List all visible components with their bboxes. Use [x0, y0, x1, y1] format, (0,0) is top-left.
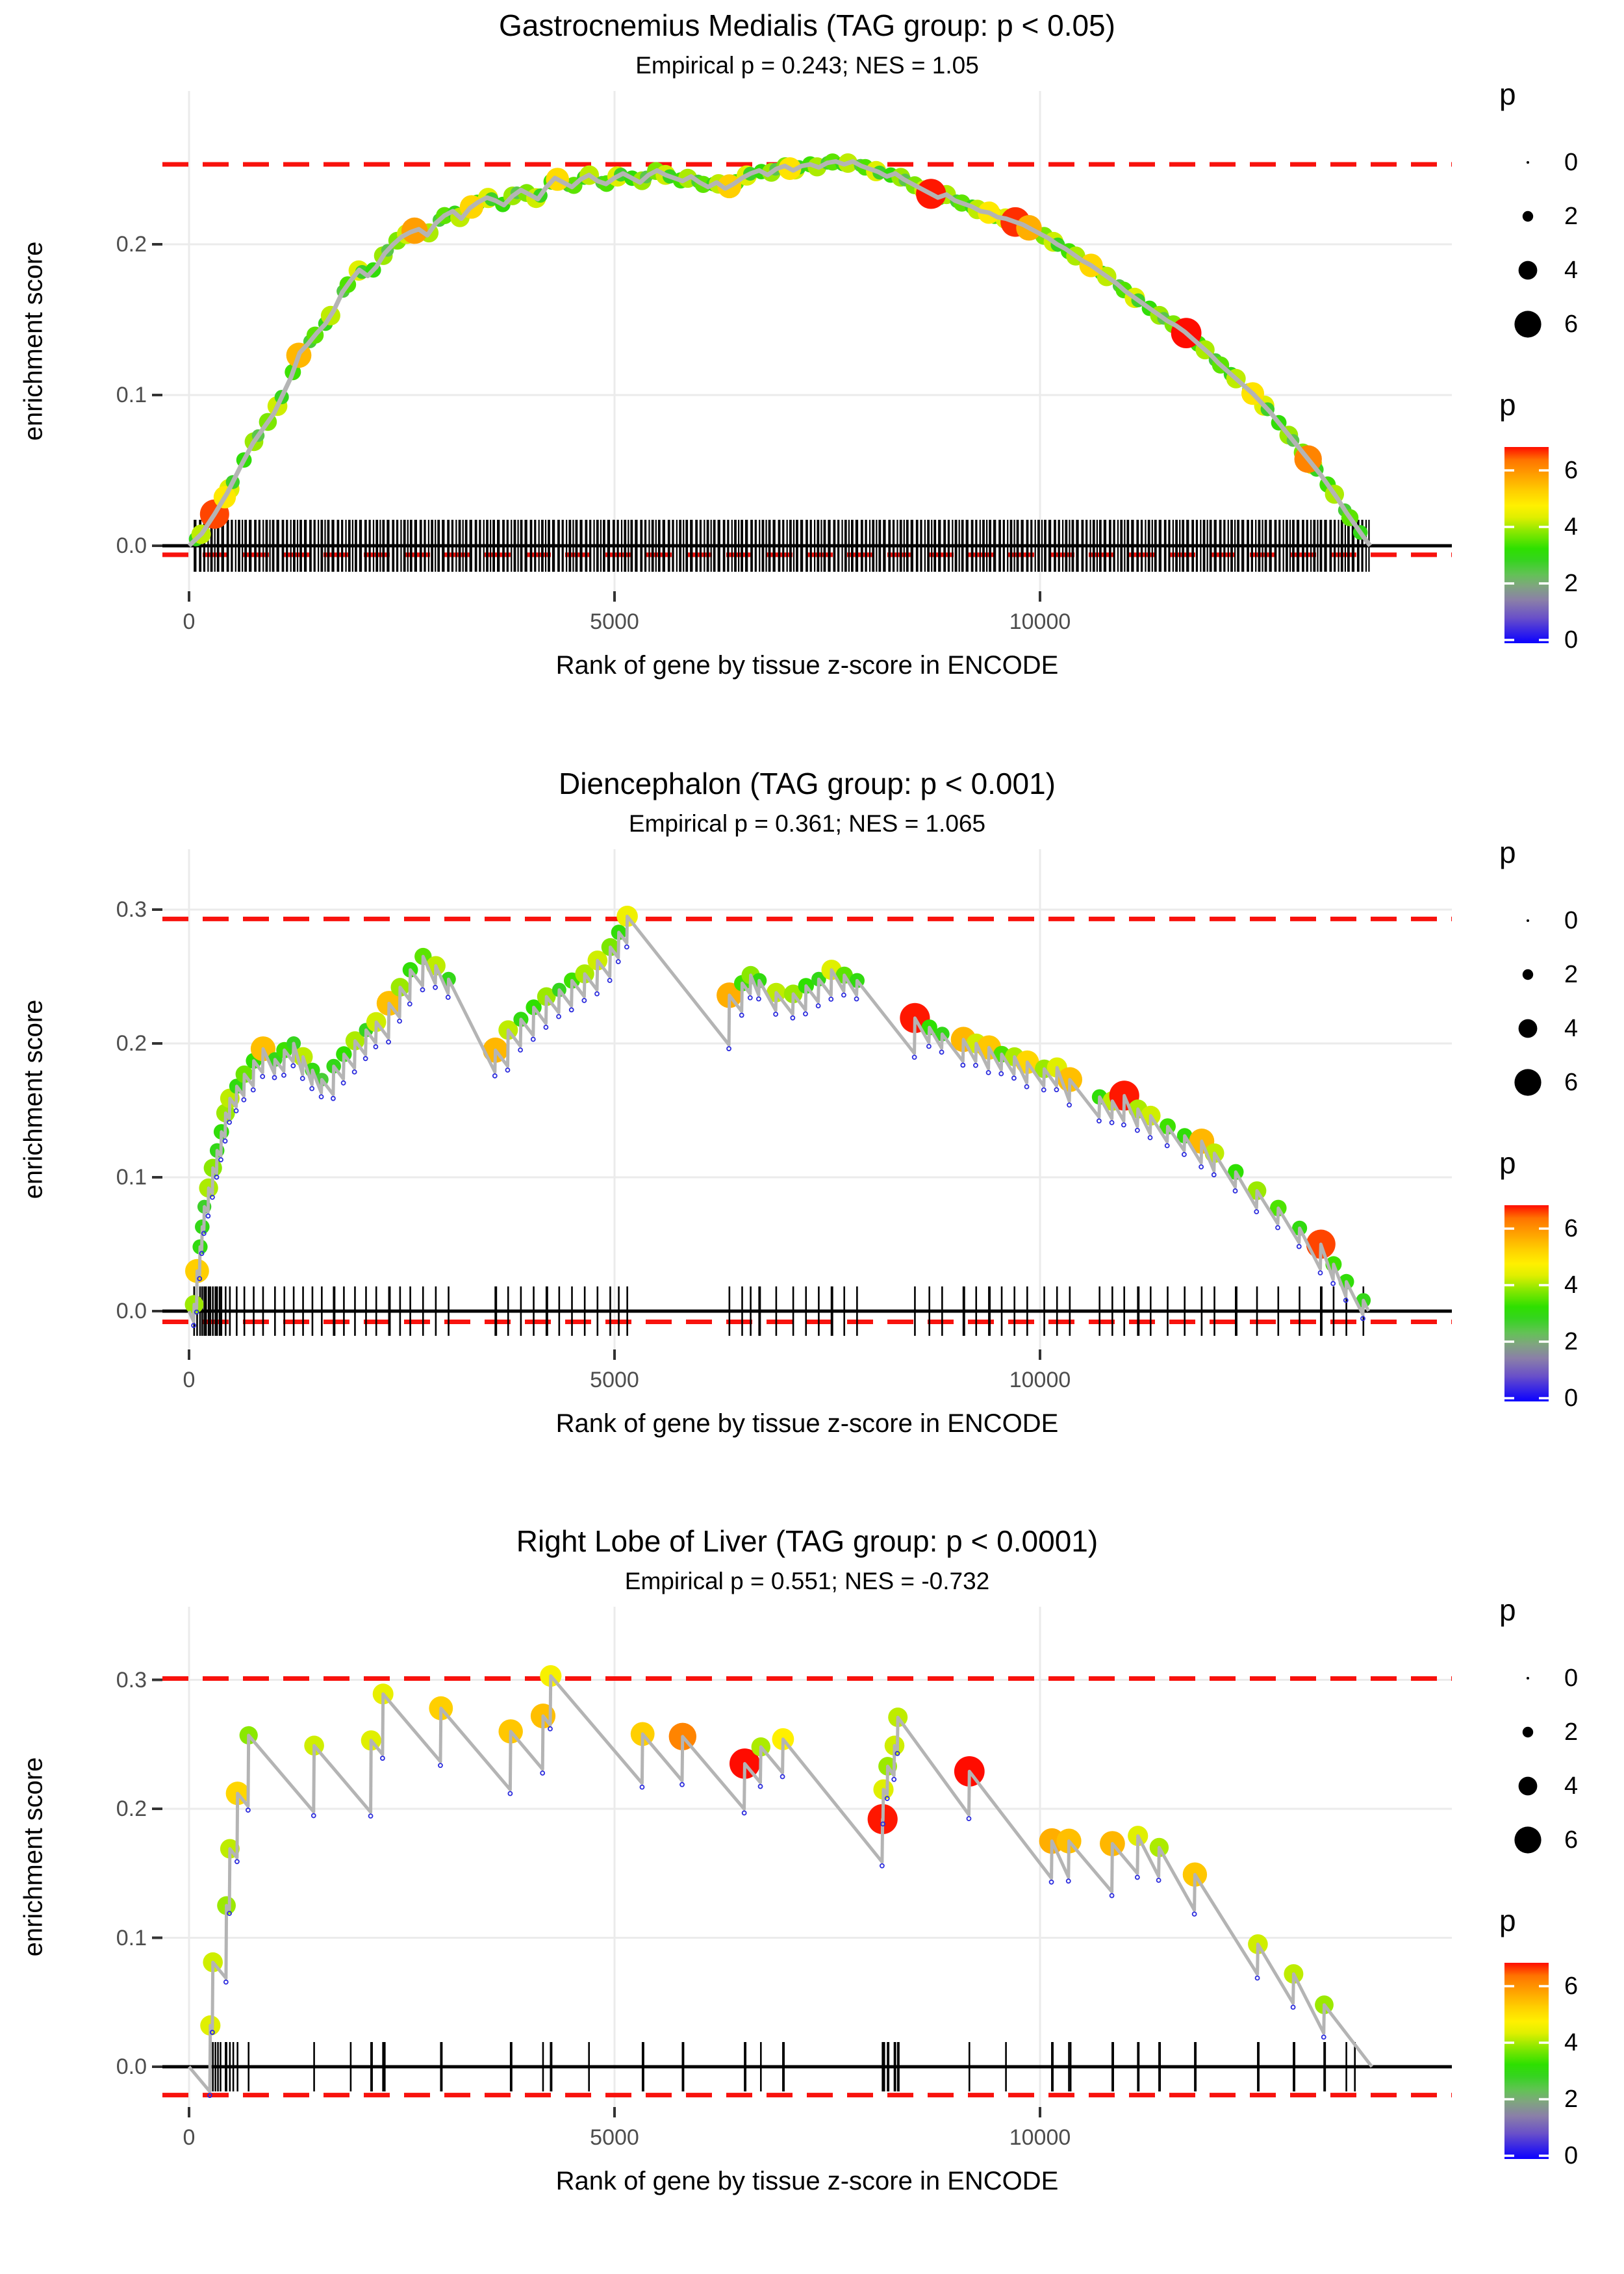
- x-tick-label: 10000: [1009, 2125, 1071, 2150]
- size-legend-value: 0: [1564, 1665, 1579, 1692]
- plot-title: Diencephalon (TAG group: p < 0.001): [559, 767, 1056, 800]
- x-axis-label: Rank of gene by tissue z-score in ENCODE: [555, 651, 1059, 680]
- color-legend-value: 4: [1564, 1271, 1579, 1299]
- size-legend-value: 6: [1564, 1069, 1579, 1096]
- y-tick-label: 0.2: [116, 1031, 147, 1056]
- y-tick-label: 0.1: [116, 383, 147, 407]
- x-tick-label: 10000: [1009, 1368, 1071, 1392]
- color-legend-value: 4: [1564, 513, 1579, 541]
- color-legend-title: p: [1499, 1146, 1516, 1180]
- y-tick-label: 0.0: [116, 2054, 147, 2079]
- y-tick-label: 0.1: [116, 1165, 147, 1190]
- color-legend-value: 6: [1564, 457, 1579, 484]
- y-tick-label: 0.2: [116, 1796, 147, 1821]
- size-legend-value: 4: [1564, 1015, 1579, 1042]
- color-legend-value: 2: [1564, 570, 1579, 597]
- plot-panel-right-lobe-liver: Right Lobe of Liver (TAG group: p < 0.00…: [0, 1516, 1624, 2273]
- size-legend-value: 6: [1564, 1826, 1579, 1854]
- plot-subtitle: Empirical p = 0.243; NES = 1.05: [635, 52, 979, 79]
- x-tick-label: 5000: [590, 609, 639, 634]
- y-axis-label: enrichment score: [19, 241, 48, 441]
- color-legend-value: 0: [1564, 626, 1579, 654]
- size-legend-value: 2: [1564, 203, 1579, 230]
- color-legend-value: 0: [1564, 2142, 1579, 2169]
- size-legend-value: 4: [1564, 1772, 1579, 1800]
- plot-title: Gastrocnemius Medialis (TAG group: p < 0…: [499, 8, 1115, 42]
- y-axis-label: enrichment score: [19, 1757, 48, 1957]
- x-tick-label: 0: [183, 2125, 196, 2150]
- color-legend-value: 6: [1564, 1973, 1579, 2000]
- size-legend-value: 0: [1564, 149, 1579, 176]
- color-legend-value: 0: [1564, 1385, 1579, 1412]
- x-axis-label: Rank of gene by tissue z-score in ENCODE: [555, 1409, 1059, 1438]
- size-legend-value: 0: [1564, 907, 1579, 934]
- x-tick-label: 10000: [1009, 609, 1071, 634]
- chart-canvas: [152, 1607, 1549, 2159]
- y-tick-label: 0.0: [116, 533, 147, 558]
- y-axis-label: enrichment score: [19, 999, 48, 1199]
- size-legend-value: 2: [1564, 1718, 1579, 1746]
- x-tick-label: 5000: [590, 1368, 639, 1392]
- x-axis-label: Rank of gene by tissue z-score in ENCODE: [555, 2167, 1059, 2195]
- color-legend-value: 6: [1564, 1215, 1579, 1242]
- color-legend-value: 4: [1564, 2029, 1579, 2056]
- y-tick-label: 0.1: [116, 1925, 147, 1950]
- plot-panel-diencephalon: Diencephalon (TAG group: p < 0.001) Empi…: [0, 758, 1624, 1516]
- color-legend-title: p: [1499, 1904, 1516, 1937]
- size-legend-value: 4: [1564, 257, 1579, 284]
- chart-canvas: [152, 91, 1549, 643]
- x-tick-label: 0: [183, 1368, 196, 1392]
- size-legend-value: 2: [1564, 961, 1579, 988]
- plot-subtitle: Empirical p = 0.551; NES = -0.732: [624, 1568, 990, 1594]
- y-tick-label: 0.3: [116, 897, 147, 922]
- size-legend-title: p: [1499, 77, 1516, 111]
- plot-title: Right Lobe of Liver (TAG group: p < 0.00…: [516, 1524, 1098, 1558]
- x-tick-label: 0: [183, 609, 196, 634]
- size-legend-title: p: [1499, 1593, 1516, 1627]
- plot-subtitle: Empirical p = 0.361; NES = 1.065: [628, 810, 986, 837]
- x-tick-label: 5000: [590, 2125, 639, 2150]
- color-legend-title: p: [1499, 388, 1516, 422]
- plot-panel-gastrocnemius: Gastrocnemius Medialis (TAG group: p < 0…: [0, 0, 1624, 758]
- size-legend-title: p: [1499, 836, 1516, 869]
- color-legend-value: 2: [1564, 1328, 1579, 1355]
- chart-canvas: [152, 849, 1549, 1401]
- size-legend-value: 6: [1564, 311, 1579, 338]
- y-tick-label: 0.3: [116, 1667, 147, 1693]
- color-legend-value: 2: [1564, 2086, 1579, 2113]
- y-tick-label: 0.0: [116, 1299, 147, 1323]
- y-tick-label: 0.2: [116, 232, 147, 257]
